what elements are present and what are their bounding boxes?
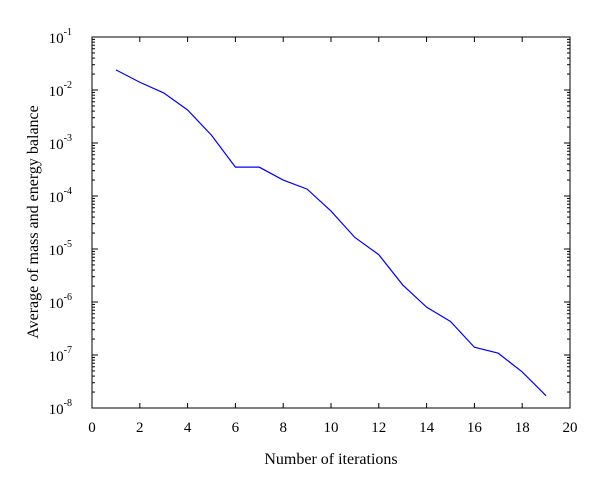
series-line	[115, 69, 547, 397]
y-tick-label: 10-1	[49, 27, 72, 47]
x-axis-label: Number of iterations	[264, 451, 397, 468]
axis-ticks	[91, 36, 571, 409]
x-tick-labels: 0 2 4 6 8 10 12 14 16 18 20	[88, 420, 577, 436]
y-tick-label: 10-2	[49, 80, 72, 100]
y-axis-label: Average of mass and energy balance	[25, 105, 42, 339]
x-tick-label: 14	[419, 420, 435, 436]
x-tick-label: 2	[136, 420, 144, 436]
x-tick-label: 16	[467, 420, 483, 436]
y-tick-labels: 10-8 10-7 10-6 10-5 10-4 10-3 10-2 10-1	[49, 27, 72, 418]
x-tick-label: 0	[88, 420, 96, 436]
y-tick-label: 10-4	[49, 186, 72, 206]
y-tick-label: 10-5	[49, 239, 72, 259]
y-tick-label: 10-8	[49, 398, 72, 418]
x-tick-label: 18	[515, 420, 530, 436]
x-tick-label: 12	[371, 420, 386, 436]
x-tick-label: 4	[184, 420, 192, 436]
x-tick-label: 8	[279, 420, 287, 436]
x-tick-label: 20	[563, 420, 578, 436]
x-tick-label: 10	[324, 420, 339, 436]
y-tick-label: 10-3	[49, 133, 72, 153]
y-tick-label: 10-6	[49, 292, 72, 312]
x-tick-label: 6	[232, 420, 240, 436]
y-tick-label: 10-7	[49, 345, 72, 365]
